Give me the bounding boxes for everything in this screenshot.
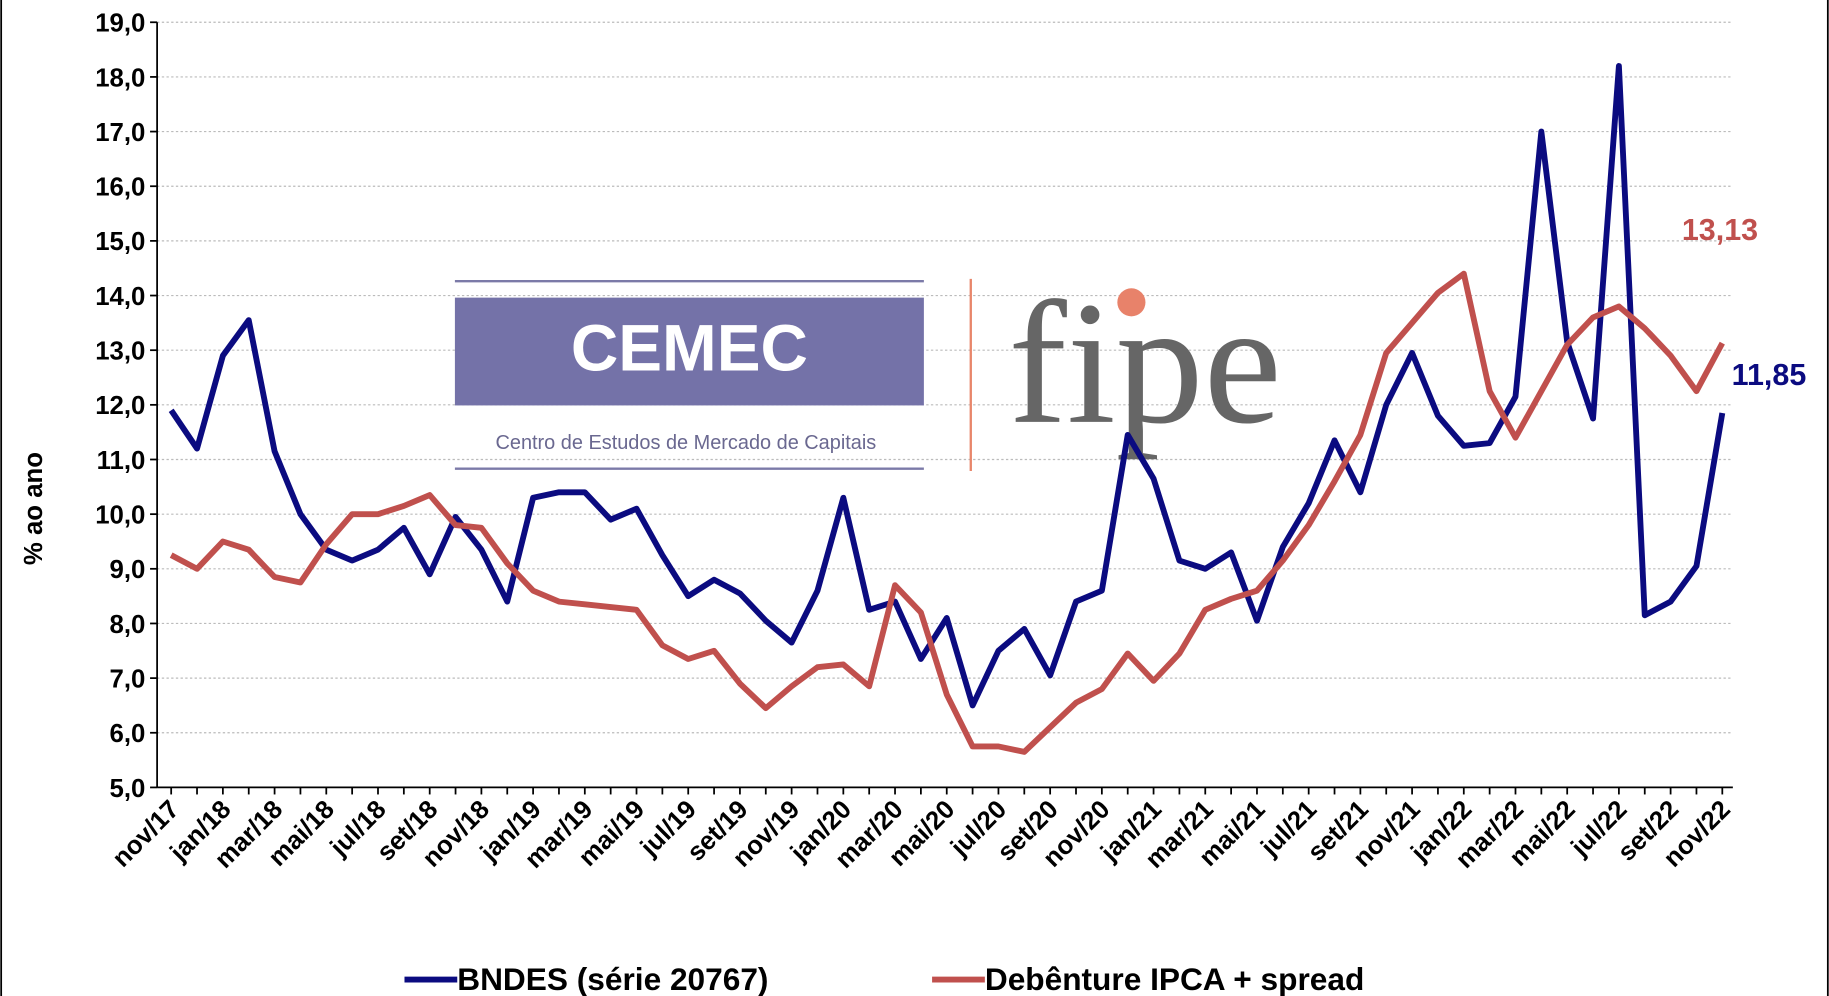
- logo-title: CEMEC: [571, 311, 808, 384]
- logo: CEMEC Centro de Estudos de Mercado de Ca…: [454, 266, 1282, 472]
- legend-label: Debênture IPCA + spread: [985, 961, 1364, 996]
- y-tick-label: 5,0: [110, 775, 146, 803]
- y-tick-label: 15,0: [95, 228, 145, 256]
- y-tick-label: 17,0: [95, 119, 145, 147]
- y-tick-label: 14,0: [95, 283, 145, 311]
- y-tick-label: 8,0: [110, 611, 146, 639]
- y-tick-label: 12,0: [95, 392, 145, 420]
- x-tick-label: nov/17: [107, 795, 185, 872]
- y-tick-label: 18,0: [95, 64, 145, 92]
- series-line: [169, 270, 1725, 755]
- y-tick-label: 11,0: [97, 447, 146, 475]
- y-tick-label: 19,0: [95, 10, 145, 38]
- logo-fipe: fipe: [1008, 266, 1281, 461]
- y-axis-label: % ao ano: [20, 452, 48, 565]
- logo-box: [454, 297, 924, 406]
- logo-dot: [1117, 288, 1146, 317]
- value-label: 11,85: [1732, 358, 1807, 392]
- y-tick-label: 10,0: [95, 502, 145, 530]
- logo-subtitle: Centro de Estudos de Mercado de Capitais: [495, 432, 876, 454]
- y-tick-label: 16,0: [95, 174, 145, 202]
- series-line: [168, 63, 1726, 709]
- y-tick-label: 13,0: [95, 338, 145, 366]
- legend-label: BNDES (série 20767): [457, 961, 768, 996]
- y-tick-label: 7,0: [110, 665, 146, 693]
- grid: [157, 21, 1733, 789]
- y-tick-label: 9,0: [110, 556, 146, 584]
- y-tick-label: 6,0: [110, 720, 146, 748]
- value-label: 13,13: [1682, 213, 1758, 247]
